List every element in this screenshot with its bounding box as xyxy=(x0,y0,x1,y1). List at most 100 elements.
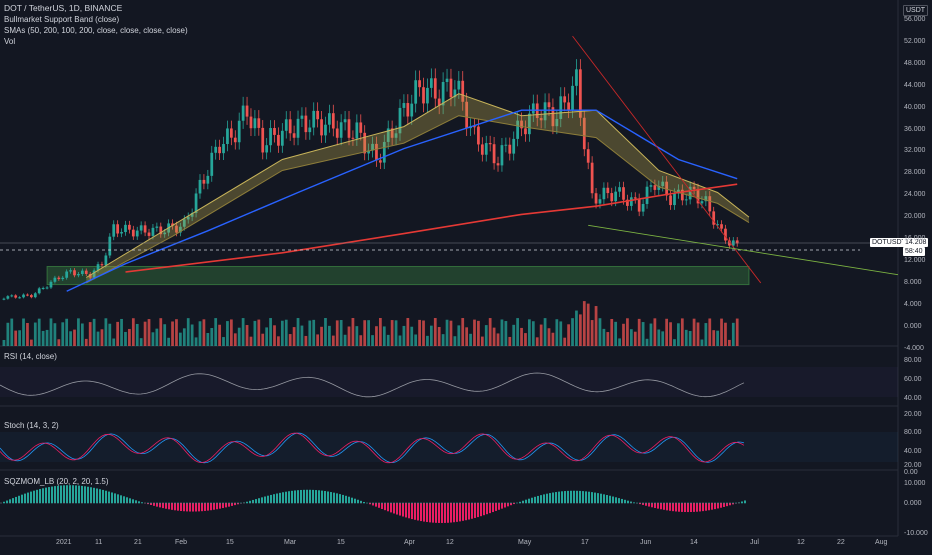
candle-body xyxy=(418,80,421,87)
squeeze-dot xyxy=(420,502,421,503)
squeeze-dot xyxy=(60,502,61,503)
volume-bar xyxy=(642,322,645,346)
sqzmom-bar xyxy=(681,503,683,512)
time-tick: 15 xyxy=(226,539,234,546)
squeeze-dot xyxy=(726,502,727,503)
sqzmom-bar xyxy=(84,486,86,503)
candle-body xyxy=(38,288,41,293)
volume-bar xyxy=(234,333,237,346)
sqzmom-bar xyxy=(612,496,614,503)
squeeze-dot xyxy=(108,502,109,503)
squeeze-dot xyxy=(363,502,364,503)
candle-body xyxy=(650,185,653,187)
squeeze-dot xyxy=(267,502,268,503)
volume-bar xyxy=(728,340,731,346)
candle-body xyxy=(642,204,645,212)
candle-body xyxy=(312,111,315,128)
candle-body xyxy=(379,160,382,162)
stoch-label[interactable]: Stoch (14, 3, 2) xyxy=(4,421,59,430)
candle-body xyxy=(26,295,29,296)
volume-bar xyxy=(6,323,9,346)
squeeze-dot xyxy=(702,502,703,503)
sqzmom-bar xyxy=(549,493,551,503)
sqzmom-bar xyxy=(195,503,197,511)
sqzmom-bar xyxy=(711,503,713,510)
volume-bar xyxy=(626,318,629,346)
indicator-label-support-band[interactable]: Bullmarket Support Band (close) xyxy=(4,15,119,24)
squeeze-dot xyxy=(717,502,718,503)
sqzmom-bar xyxy=(531,498,533,503)
squeeze-dot xyxy=(609,502,610,503)
time-tick: 14 xyxy=(690,539,698,546)
price-tick: 40.000 xyxy=(904,104,925,111)
indicator-label-volume[interactable]: Vol xyxy=(4,37,15,46)
squeeze-dot xyxy=(477,502,478,503)
volume-bar xyxy=(57,339,60,346)
squeeze-dot xyxy=(24,502,25,503)
candle-body xyxy=(140,225,143,230)
rsi-tick: 60.00 xyxy=(904,376,922,383)
volume-bar xyxy=(328,326,331,346)
sqzmom-bar xyxy=(276,493,278,503)
squeeze-dot xyxy=(309,502,310,503)
sqzmom-bar xyxy=(75,485,77,503)
squeeze-dot xyxy=(234,502,235,503)
squeeze-dot xyxy=(243,502,244,503)
volume-bar xyxy=(591,320,594,346)
sqzmom-bar xyxy=(576,491,578,503)
candle-body xyxy=(210,153,213,176)
sqzmom-bar xyxy=(480,503,482,516)
squeeze-dot xyxy=(120,502,121,503)
squeeze-dot xyxy=(615,502,616,503)
squeeze-dot xyxy=(468,502,469,503)
sqzmom-bar xyxy=(597,493,599,503)
volume-bar xyxy=(218,325,221,346)
squeeze-dot xyxy=(564,502,565,503)
indicator-label-smas[interactable]: SMAs (50, 200, 100, 200, close, close, c… xyxy=(4,26,188,35)
candle-body xyxy=(69,270,72,271)
squeeze-dot xyxy=(711,502,712,503)
sqzmom-bar xyxy=(570,491,572,503)
volume-bar xyxy=(540,325,543,346)
squeeze-dot xyxy=(144,502,145,503)
sqzmom-bar xyxy=(435,503,437,523)
squeeze-dot xyxy=(381,502,382,503)
candle-body xyxy=(148,233,151,236)
sqzmom-bar xyxy=(447,503,449,523)
candle-body xyxy=(304,116,307,133)
volume-bar xyxy=(375,326,378,346)
volume-bar xyxy=(454,336,457,346)
candle-body xyxy=(575,69,578,86)
volume-bar xyxy=(383,326,386,346)
squeeze-dot xyxy=(393,502,394,503)
sqzmom-bar xyxy=(45,488,47,503)
volume-bar xyxy=(105,318,108,346)
volume-bar xyxy=(563,338,566,346)
volume-bar xyxy=(26,323,29,346)
candle-body xyxy=(638,199,641,212)
sqzmom-bar xyxy=(279,493,281,503)
volume-bar xyxy=(191,324,194,346)
squeeze-dot xyxy=(654,502,655,503)
currency-badge[interactable]: USDT xyxy=(903,5,928,16)
volume-bar xyxy=(501,319,504,346)
squeeze-dot xyxy=(291,502,292,503)
squeeze-dot xyxy=(663,502,664,503)
squeeze-dot xyxy=(15,502,16,503)
sqzmom-bar xyxy=(393,503,395,513)
rsi-tick: 80.00 xyxy=(904,357,922,364)
sqzmom-label[interactable]: SQZMOM_LB (20, 2, 20, 1.5) xyxy=(4,477,108,486)
volume-bar xyxy=(736,319,739,346)
squeeze-dot xyxy=(624,502,625,503)
volume-bar xyxy=(520,328,523,346)
squeeze-dot xyxy=(498,502,499,503)
rsi-label[interactable]: RSI (14, close) xyxy=(4,352,57,361)
sqzmom-bar xyxy=(189,503,191,512)
volume-bar xyxy=(371,335,374,346)
squeeze-dot xyxy=(198,502,199,503)
sqzmom-bar xyxy=(39,489,41,503)
sqzmom-bar xyxy=(336,493,338,503)
stoch-tick: 40.00 xyxy=(904,448,922,455)
